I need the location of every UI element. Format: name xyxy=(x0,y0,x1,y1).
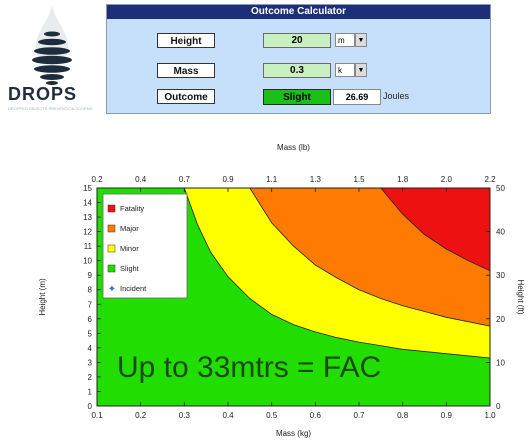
energy-value: 26.69 xyxy=(333,89,381,105)
y-right-tick-label: 10 xyxy=(496,358,505,367)
x-tick-label: 0.5 xyxy=(266,411,278,420)
legend-label-slight: Slight xyxy=(120,264,140,273)
x-top-tick-label: 2.0 xyxy=(441,175,453,184)
x-tick-label: 0.8 xyxy=(397,411,409,420)
legend-swatch-slight xyxy=(107,264,116,273)
x-tick-label: 0.3 xyxy=(179,411,191,420)
x-tick-label: 1.0 xyxy=(484,411,496,420)
y-tick-label: 0 xyxy=(88,402,93,411)
y-tick-label: 1 xyxy=(88,387,93,396)
energy-unit: Joules xyxy=(383,91,410,101)
x-top-tick-label: 0.7 xyxy=(179,175,191,184)
legend-box xyxy=(102,193,188,299)
x-top-tick-label: 1.5 xyxy=(353,175,365,184)
plot-frame xyxy=(96,187,491,407)
x-tick-label: 0.2 xyxy=(135,411,147,420)
y-right-tick-label: 0 xyxy=(496,402,501,411)
mass-button[interactable]: Mass xyxy=(157,63,215,78)
water-drop-rings-icon xyxy=(32,6,72,85)
height-input[interactable]: 20 xyxy=(263,33,331,48)
x-top-tick-label: 1.1 xyxy=(266,175,278,184)
y-tick-label: 6 xyxy=(88,315,93,324)
legend-swatch-minor xyxy=(107,244,116,253)
y-tick-label: 7 xyxy=(88,300,93,309)
x-tick-label: 0.1 xyxy=(91,411,103,420)
height-unit-select[interactable]: m xyxy=(335,33,355,47)
height-unit-dropdown-icon[interactable]: ▼ xyxy=(355,33,367,47)
x-tick-label: 0.4 xyxy=(222,411,234,420)
y-right-tick-label: 30 xyxy=(496,271,505,280)
x-tick-label: 0.7 xyxy=(353,411,365,420)
x-top-tick-label: 1.8 xyxy=(397,175,409,184)
y-tick-label: 4 xyxy=(88,344,93,353)
legend-label-minor: Minor xyxy=(120,244,139,253)
outcome-calculator-panel: Outcome Calculator Height 20 m ▼ Mass 0.… xyxy=(106,4,491,114)
logo-tagline: DROPPED OBJECTS PREVENTION SCHEME xyxy=(8,106,93,111)
y-tick-label: 11 xyxy=(84,242,93,251)
chart-annotation: Up to 33mtrs = FAC xyxy=(117,351,381,384)
y-right-axis-label: Height (ft) xyxy=(516,279,525,314)
x-tick-label: 0.6 xyxy=(310,411,322,420)
y-tick-label: 8 xyxy=(88,286,93,295)
y-tick-label: 12 xyxy=(83,228,92,237)
outcome-result: Slight xyxy=(263,89,331,105)
y-tick-label: 2 xyxy=(88,373,93,382)
mass-unit-dropdown-icon[interactable]: ▼ xyxy=(355,63,367,77)
legend-swatch-fatality xyxy=(107,204,116,213)
y-axis-label: Height (m) xyxy=(38,278,47,316)
y-tick-label: 10 xyxy=(83,257,92,266)
logo-wordmark: DROPS xyxy=(8,84,78,104)
y-tick-label: 5 xyxy=(88,329,93,338)
x-top-axis-label: Mass (lb) xyxy=(277,143,310,152)
y-tick-label: 3 xyxy=(88,358,93,367)
legend-label-major: Major xyxy=(120,224,139,233)
x-tick-label: 0.9 xyxy=(441,411,453,420)
outcome-button[interactable]: Outcome xyxy=(157,89,215,104)
y-tick-label: 15 xyxy=(83,184,92,193)
y-right-tick-label: 50 xyxy=(496,184,505,193)
outcome-chart: 0.1 0.2 0.3 0.4 0.5 0.6 0.7 0.8 0.9 1.0 Mass (kg) 0… xyxy=(0,130,532,446)
y-right-tick-label: 40 xyxy=(496,228,505,237)
x-top-tick-label: 0.4 xyxy=(135,175,147,184)
legend-label-fatality: Fatality xyxy=(120,204,144,213)
mass-input[interactable]: 0.3 xyxy=(263,63,331,78)
calculator-title: Outcome Calculator xyxy=(107,5,490,19)
x-top-tick-label: 1.3 xyxy=(310,175,322,184)
y-right-tick-label: 20 xyxy=(496,315,505,324)
legend-label-incident: Incident xyxy=(120,284,147,293)
y-tick-label: 9 xyxy=(88,271,93,280)
outcome-chart-svg: 0.1 0.2 0.3 0.4 0.5 0.6 0.7 0.8 0.9 1.0 Mass (kg) 0… xyxy=(38,143,525,438)
x-top-tick-label: 0.9 xyxy=(222,175,234,184)
x-top-tick-label: 0.2 xyxy=(91,175,103,184)
drops-logo xyxy=(8,4,96,114)
height-button[interactable]: Height xyxy=(157,33,215,48)
mass-unit-select[interactable]: k xyxy=(335,63,355,77)
legend-swatch-major xyxy=(107,224,116,233)
x-top-tick-label: 2.2 xyxy=(484,175,496,184)
legend-marker-incident: ✦ xyxy=(108,284,116,295)
y-tick-label: 13 xyxy=(83,213,92,222)
x-axis-label: Mass (kg) xyxy=(276,429,311,438)
y-tick-label: 14 xyxy=(83,199,92,208)
